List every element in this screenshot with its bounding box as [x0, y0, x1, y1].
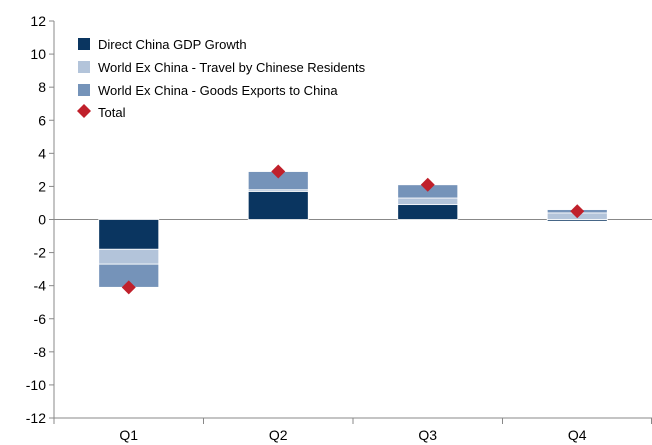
y-tick-label: 4: [38, 145, 46, 161]
bar-1-q1: [98, 219, 160, 250]
bar-1-q3: [397, 204, 459, 220]
y-tick-label: -2: [34, 245, 47, 261]
total-markers: [121, 164, 585, 295]
legend-swatch-3: [78, 84, 90, 96]
total-marker-q2: [271, 164, 286, 179]
legend-label-3: World Ex China - Goods Exports to China: [98, 83, 338, 98]
legend-label-1: Direct China GDP Growth: [98, 37, 247, 52]
y-tick-label: 2: [38, 178, 46, 194]
legend-swatch-2: [78, 61, 90, 73]
total-marker-q1: [121, 280, 136, 295]
y-axis: 12 10 8 6 4 2 0 -2 -4 -6 -8 -10 -12: [26, 13, 55, 426]
y-tick-label: -4: [34, 278, 47, 294]
legend-swatch-total: [77, 104, 91, 118]
y-tick-label: -6: [34, 311, 47, 327]
y-tick-label: -12: [26, 410, 46, 426]
legend: Direct China GDP Growth World Ex China - …: [77, 37, 366, 120]
bar-2-q3: [397, 197, 459, 206]
y-tick-label: 6: [38, 112, 46, 128]
y-tick-label: 10: [30, 46, 46, 62]
x-category-label: Q4: [568, 427, 587, 443]
bar-1-q2: [247, 190, 309, 220]
y-tick-label: 8: [38, 79, 46, 95]
y-tick-label: -10: [26, 377, 46, 393]
legend-label-2: World Ex China - Travel by Chinese Resid…: [98, 60, 366, 75]
y-tick-label: -8: [34, 344, 47, 360]
total-marker-q3: [420, 177, 435, 192]
x-category-label: Q1: [119, 427, 138, 443]
x-category-label: Q3: [418, 427, 437, 443]
bars: [98, 171, 608, 288]
legend-swatch-1: [78, 38, 90, 50]
y-tick-label: 0: [38, 212, 46, 228]
x-category-label: Q2: [269, 427, 288, 443]
y-tick-label: 12: [30, 13, 46, 29]
bar-2-q1: [98, 248, 160, 265]
total-marker-q4: [570, 204, 585, 219]
legend-label-total: Total: [98, 105, 126, 120]
